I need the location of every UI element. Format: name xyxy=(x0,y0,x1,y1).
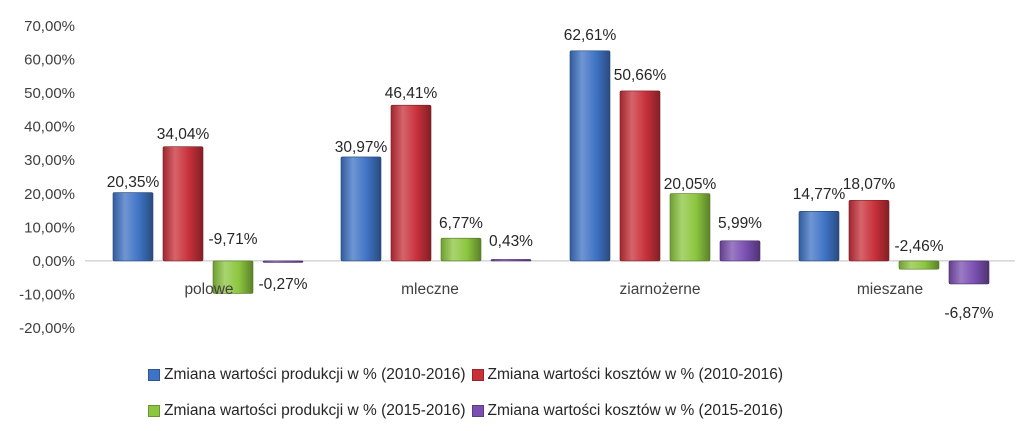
bar-polowe-series-2 xyxy=(162,146,204,262)
y-tick-label: 10,00% xyxy=(24,219,75,236)
legend-item-series-1: Zmiana wartości produkcji w % (2010-2016… xyxy=(148,366,466,384)
bar-polowe-series-4 xyxy=(262,260,304,263)
data-label-mieszane-series-3: -2,46% xyxy=(894,238,943,255)
bar-mieszane-series-1 xyxy=(798,211,840,262)
y-tick-label: -10,00% xyxy=(19,286,75,303)
bar-mieszane-series-2 xyxy=(848,199,890,262)
legend-item-series-2: Zmiana wartości kosztów w % (2010-2016) xyxy=(471,366,784,384)
bar-mleczne-series-3 xyxy=(440,237,482,262)
data-label-polowe-series-1: 20,35% xyxy=(107,174,160,191)
legend-item-series-3: Zmiana wartości produkcji w % (2015-2016… xyxy=(148,402,466,420)
bar-ziarnożerne-series-1 xyxy=(569,50,611,262)
bar-mleczne-series-1 xyxy=(340,156,382,262)
category-label-1: polowe xyxy=(184,281,233,298)
data-label-ziarnożerne-series-4: 5,99% xyxy=(718,215,762,232)
data-label-ziarnożerne-series-2: 50,66% xyxy=(614,67,667,84)
data-label-polowe-series-3: -9,71% xyxy=(208,231,257,248)
data-label-mleczne-series-4: 0,43% xyxy=(489,233,533,250)
legend-label-series-4: Zmiana wartości kosztów w % (2015-2016) xyxy=(487,402,784,419)
bar-mleczne-series-2 xyxy=(390,104,432,262)
data-label-mieszane-series-4: -6,87% xyxy=(944,305,993,322)
category-label-3: ziarnożerne xyxy=(620,281,701,298)
bar-polowe-series-1 xyxy=(112,192,154,262)
legend-label-series-3: Zmiana wartości produkcji w % (2015-2016… xyxy=(164,402,466,419)
legend-swatch-series-1 xyxy=(148,369,160,381)
y-tick-label: 40,00% xyxy=(24,119,75,136)
legend-swatch-series-2 xyxy=(471,369,484,381)
data-label-mleczne-series-3: 6,77% xyxy=(439,215,483,232)
legend-row-2: Zmiana wartości produkcji w % (2015-2016… xyxy=(148,402,789,420)
data-label-mieszane-series-1: 14,77% xyxy=(793,186,846,203)
legend-label-series-2: Zmiana wartości kosztów w % (2010-2016) xyxy=(487,366,784,383)
bar-mieszane-series-4 xyxy=(948,260,990,285)
bar-ziarnożerne-series-2 xyxy=(619,90,661,262)
legend-label-series-1: Zmiana wartości produkcji w % (2010-2016… xyxy=(164,366,466,383)
bar-mieszane-series-3 xyxy=(898,260,940,270)
data-label-ziarnożerne-series-1: 62,61% xyxy=(564,27,617,44)
data-label-polowe-series-2: 34,04% xyxy=(157,126,210,143)
legend-item-series-4: Zmiana wartości kosztów w % (2015-2016) xyxy=(471,402,784,420)
bar-ziarnożerne-series-3 xyxy=(669,193,711,262)
data-label-polowe-series-4: -0,27% xyxy=(258,276,307,293)
legend-swatch-series-3 xyxy=(148,405,160,417)
y-tick-label: 50,00% xyxy=(24,85,75,102)
y-tick-label: -20,00% xyxy=(19,320,75,337)
y-tick-label: 60,00% xyxy=(24,52,75,69)
y-tick-label: 20,00% xyxy=(24,186,75,203)
data-label-mieszane-series-2: 18,07% xyxy=(843,176,896,193)
y-tick-label: 30,00% xyxy=(24,152,75,169)
bar-polowe-series-3 xyxy=(212,260,254,294)
legend-row-1: Zmiana wartości produkcji w % (2010-2016… xyxy=(148,366,789,384)
data-label-mleczne-series-1: 30,97% xyxy=(335,139,388,156)
category-label-2: mleczne xyxy=(401,281,459,298)
y-tick-label: 70,00% xyxy=(24,18,75,35)
y-tick-label: 0,00% xyxy=(32,253,75,270)
category-label-4: mieszane xyxy=(857,281,923,298)
data-label-ziarnożerne-series-3: 20,05% xyxy=(664,176,717,193)
data-label-mleczne-series-2: 46,41% xyxy=(385,85,438,102)
bar-ziarnożerne-series-4 xyxy=(719,240,761,262)
bar-mleczne-series-4 xyxy=(490,259,532,262)
bar-chart: 70,00% 60,00% 50,00% 40,00% 30,00% 20,00% 10,0… xyxy=(19,18,1015,337)
legend-swatch-series-4 xyxy=(471,405,484,417)
